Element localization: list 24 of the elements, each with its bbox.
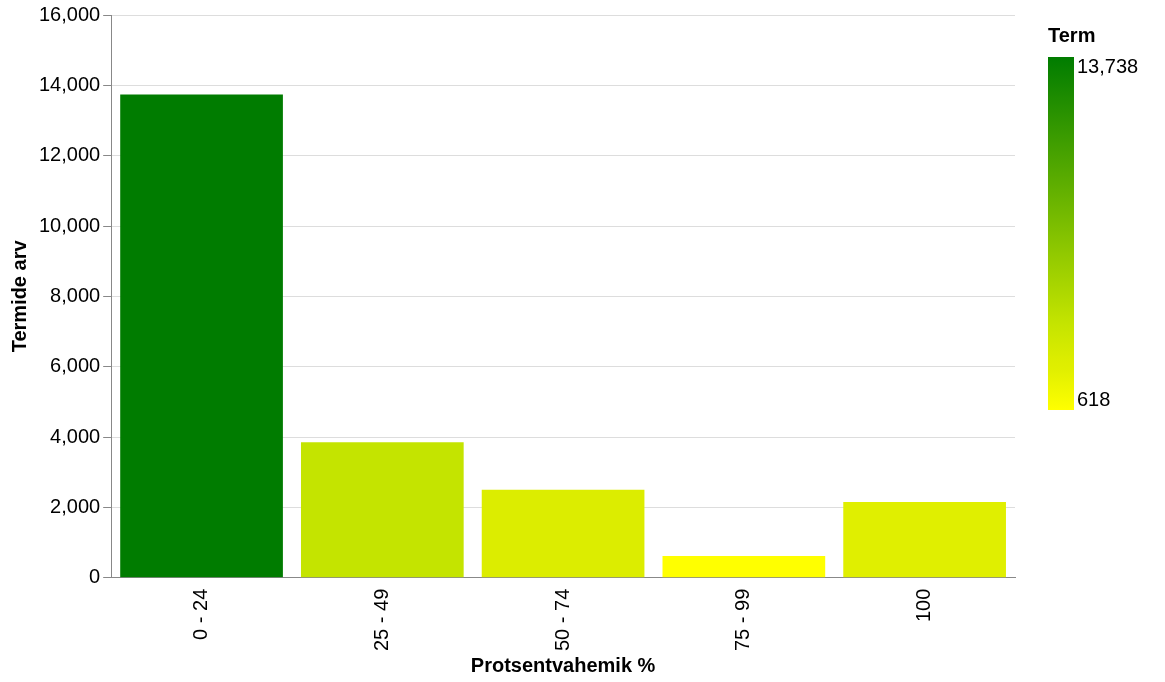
y-axis-title: Termide arv [7, 239, 30, 353]
color-bar-label: 618 [1077, 387, 1111, 410]
y-tick-label: 6,000 [50, 354, 101, 377]
x-tick-label: 25 - 49 [369, 588, 392, 651]
y-tick-label: 10,000 [39, 213, 101, 236]
bar [120, 94, 283, 578]
y-tick-label: 14,000 [39, 72, 101, 95]
y-tick-label: 8,000 [50, 283, 101, 306]
y-tick-label: 0 [89, 565, 101, 588]
x-tick-label: 0 - 24 [189, 588, 212, 640]
x-tick-label: 75 - 99 [731, 588, 754, 651]
color-bar-label: 13,738 [1077, 54, 1139, 77]
x-axis-title: Protsentvahemik % [470, 653, 656, 676]
bar [843, 502, 1006, 578]
bar [481, 489, 645, 578]
x-tick-label: 100 [912, 588, 935, 623]
y-tick-label: 12,000 [39, 143, 101, 166]
y-tick-label: 2,000 [50, 494, 101, 517]
y-tick-label: 16,000 [39, 2, 101, 25]
bar [300, 442, 464, 578]
bar [662, 556, 826, 578]
x-tick-label: 50 - 74 [550, 588, 573, 651]
y-tick-label: 4,000 [50, 424, 101, 447]
color-bar-title: Term [1048, 24, 1096, 46]
